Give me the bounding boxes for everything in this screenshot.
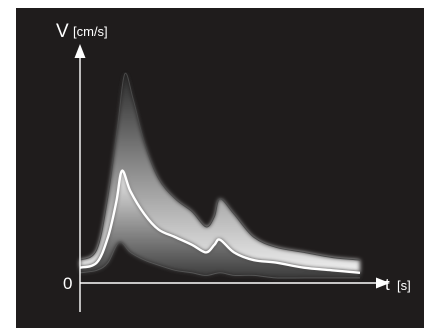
lower-envelope-band (80, 170, 360, 279)
upper-envelope-band (80, 73, 360, 273)
velocity-chart: V [cm/s] 0 t [s] (56, 21, 411, 312)
y-axis-unit: [cm/s] (73, 24, 108, 39)
x-axis-unit: [s] (397, 278, 411, 293)
lower-envelope-edge (79, 241, 360, 279)
x-axis-arrowhead (376, 277, 390, 289)
upper-envelope-edge (79, 72, 361, 261)
velocity-lines (79, 72, 361, 279)
y-origin-label: 0 (63, 274, 72, 293)
mean-velocity-line (79, 169, 361, 274)
x-axis-symbol: t (385, 275, 390, 294)
y-axis-arrowhead (74, 44, 86, 58)
chart-panel: V [cm/s] 0 t [s] (16, 8, 424, 328)
y-axis-symbol: V (56, 21, 69, 42)
velocity-bands (80, 73, 360, 279)
